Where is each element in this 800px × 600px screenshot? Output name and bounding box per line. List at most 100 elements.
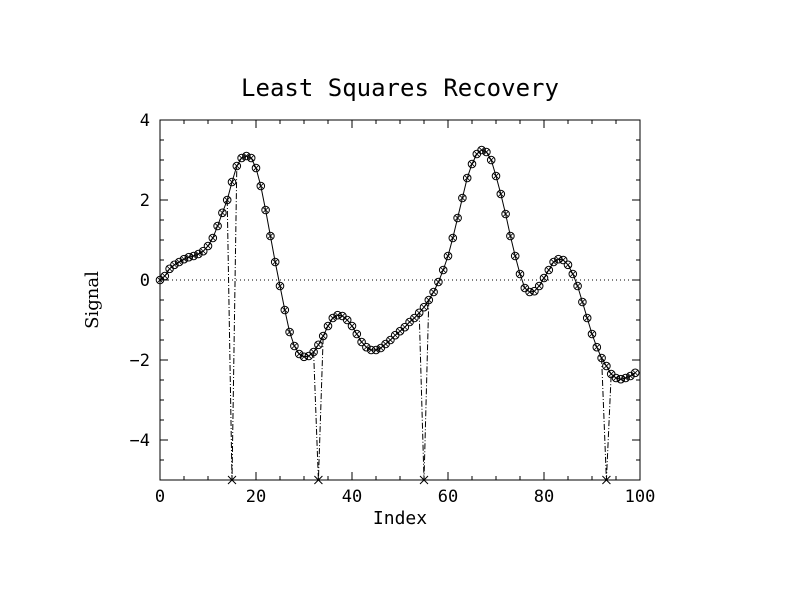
signal-point-cross (483, 149, 490, 155)
signal-point-cross (454, 215, 461, 221)
signal-point (242, 151, 251, 161)
spike-marker (419, 475, 429, 485)
signal-point (371, 345, 381, 355)
signal-point (597, 353, 606, 363)
signal-point (294, 349, 304, 359)
signal-point (218, 208, 227, 218)
signal-point-cross (272, 259, 279, 265)
signal-point (285, 327, 294, 337)
signal-point (290, 341, 299, 351)
signal-point-cross (291, 343, 298, 349)
signal-point (246, 153, 256, 163)
signal-point-cross (531, 288, 538, 295)
signal-point (179, 254, 189, 264)
signal-point-cross (565, 261, 571, 268)
signal-point-cross (310, 349, 317, 355)
signal-point (568, 269, 578, 279)
spike-line (313, 335, 324, 481)
signal-point-cross (445, 253, 451, 259)
signal-point-cross (416, 309, 423, 316)
signal-point (621, 373, 630, 383)
signal-point (544, 265, 554, 275)
signal-point-cross (593, 344, 600, 351)
signal-point-cross (517, 271, 523, 277)
signal-point (362, 342, 371, 352)
spike-marker (314, 475, 323, 485)
signal-point-cross (257, 183, 264, 189)
signal-point (270, 257, 280, 267)
signal-point-cross (281, 307, 288, 313)
signal-point (506, 231, 515, 241)
signal-point-cross (449, 235, 456, 241)
signal-point-cross (411, 315, 418, 321)
signal-point (587, 329, 597, 339)
signal-point-cross (488, 157, 495, 163)
signal-point (630, 368, 640, 378)
signal-point (410, 313, 419, 323)
spike-marker (227, 475, 237, 485)
signal-point (213, 221, 222, 231)
signal-point (573, 281, 582, 291)
signal-point-cross (209, 235, 216, 241)
signal-point-cross (358, 339, 365, 345)
signal-point-cross (569, 271, 576, 277)
signal-point (582, 313, 592, 323)
signal-point (237, 153, 246, 163)
signal-point (208, 233, 218, 243)
signal-point-cross (512, 253, 519, 259)
signal-point-cross (353, 331, 360, 337)
signal-point-cross (584, 315, 591, 321)
signal-point-cross (425, 297, 432, 303)
signal-point (592, 342, 602, 352)
signal-point-cross (373, 347, 379, 353)
signal-point-cross (224, 197, 231, 203)
signal-point (251, 163, 261, 173)
signal-point-cross (507, 233, 514, 239)
signal-point (467, 159, 477, 169)
x-tick-label: 80 (534, 487, 554, 507)
spike-line (601, 357, 612, 481)
signal-point-cross (536, 283, 543, 289)
signal-point (429, 287, 438, 297)
signal-point-cross (478, 147, 485, 153)
signal-point-cross (541, 275, 547, 281)
signal-point (309, 347, 318, 357)
signal-point-cross (430, 289, 437, 295)
signal-point (578, 297, 587, 307)
signal-point (414, 308, 424, 318)
signal-point (170, 260, 179, 270)
signal-point-cross (627, 373, 634, 379)
signal-point (189, 251, 198, 261)
signal-point (342, 315, 352, 325)
signal-point (357, 337, 366, 347)
signal-point (458, 193, 467, 203)
signal-point-cross (622, 375, 629, 381)
signal-point-cross (550, 259, 557, 265)
signal-point (198, 246, 208, 256)
signal-point-cross (497, 191, 504, 197)
recovered-signal-series (155, 145, 640, 384)
signal-point (530, 286, 539, 296)
signal-point (549, 257, 558, 267)
signal-point (453, 213, 462, 223)
signal-point-cross (493, 173, 499, 179)
signal-point-cross (219, 209, 226, 216)
spike-marker (602, 475, 611, 485)
signal-point-cross (421, 304, 427, 311)
signal-point-cross (603, 363, 610, 369)
signal-point (486, 155, 496, 165)
y-axis-label: Signal (82, 271, 103, 329)
signal-point (318, 331, 328, 341)
signal-point-cross (286, 329, 293, 335)
signal-point-cross (598, 355, 605, 361)
signal-point-cross (344, 317, 351, 323)
y-tick-label: −2 (130, 351, 150, 371)
signal-point-cross (195, 251, 202, 257)
signal-point (347, 321, 357, 331)
signal-point-cross (205, 243, 211, 249)
signal-point-cross (459, 195, 466, 201)
signal-point (424, 295, 434, 305)
signal-point (438, 265, 448, 275)
chart-title: Least Squares Recovery (241, 74, 559, 102)
signal-point (386, 335, 395, 345)
